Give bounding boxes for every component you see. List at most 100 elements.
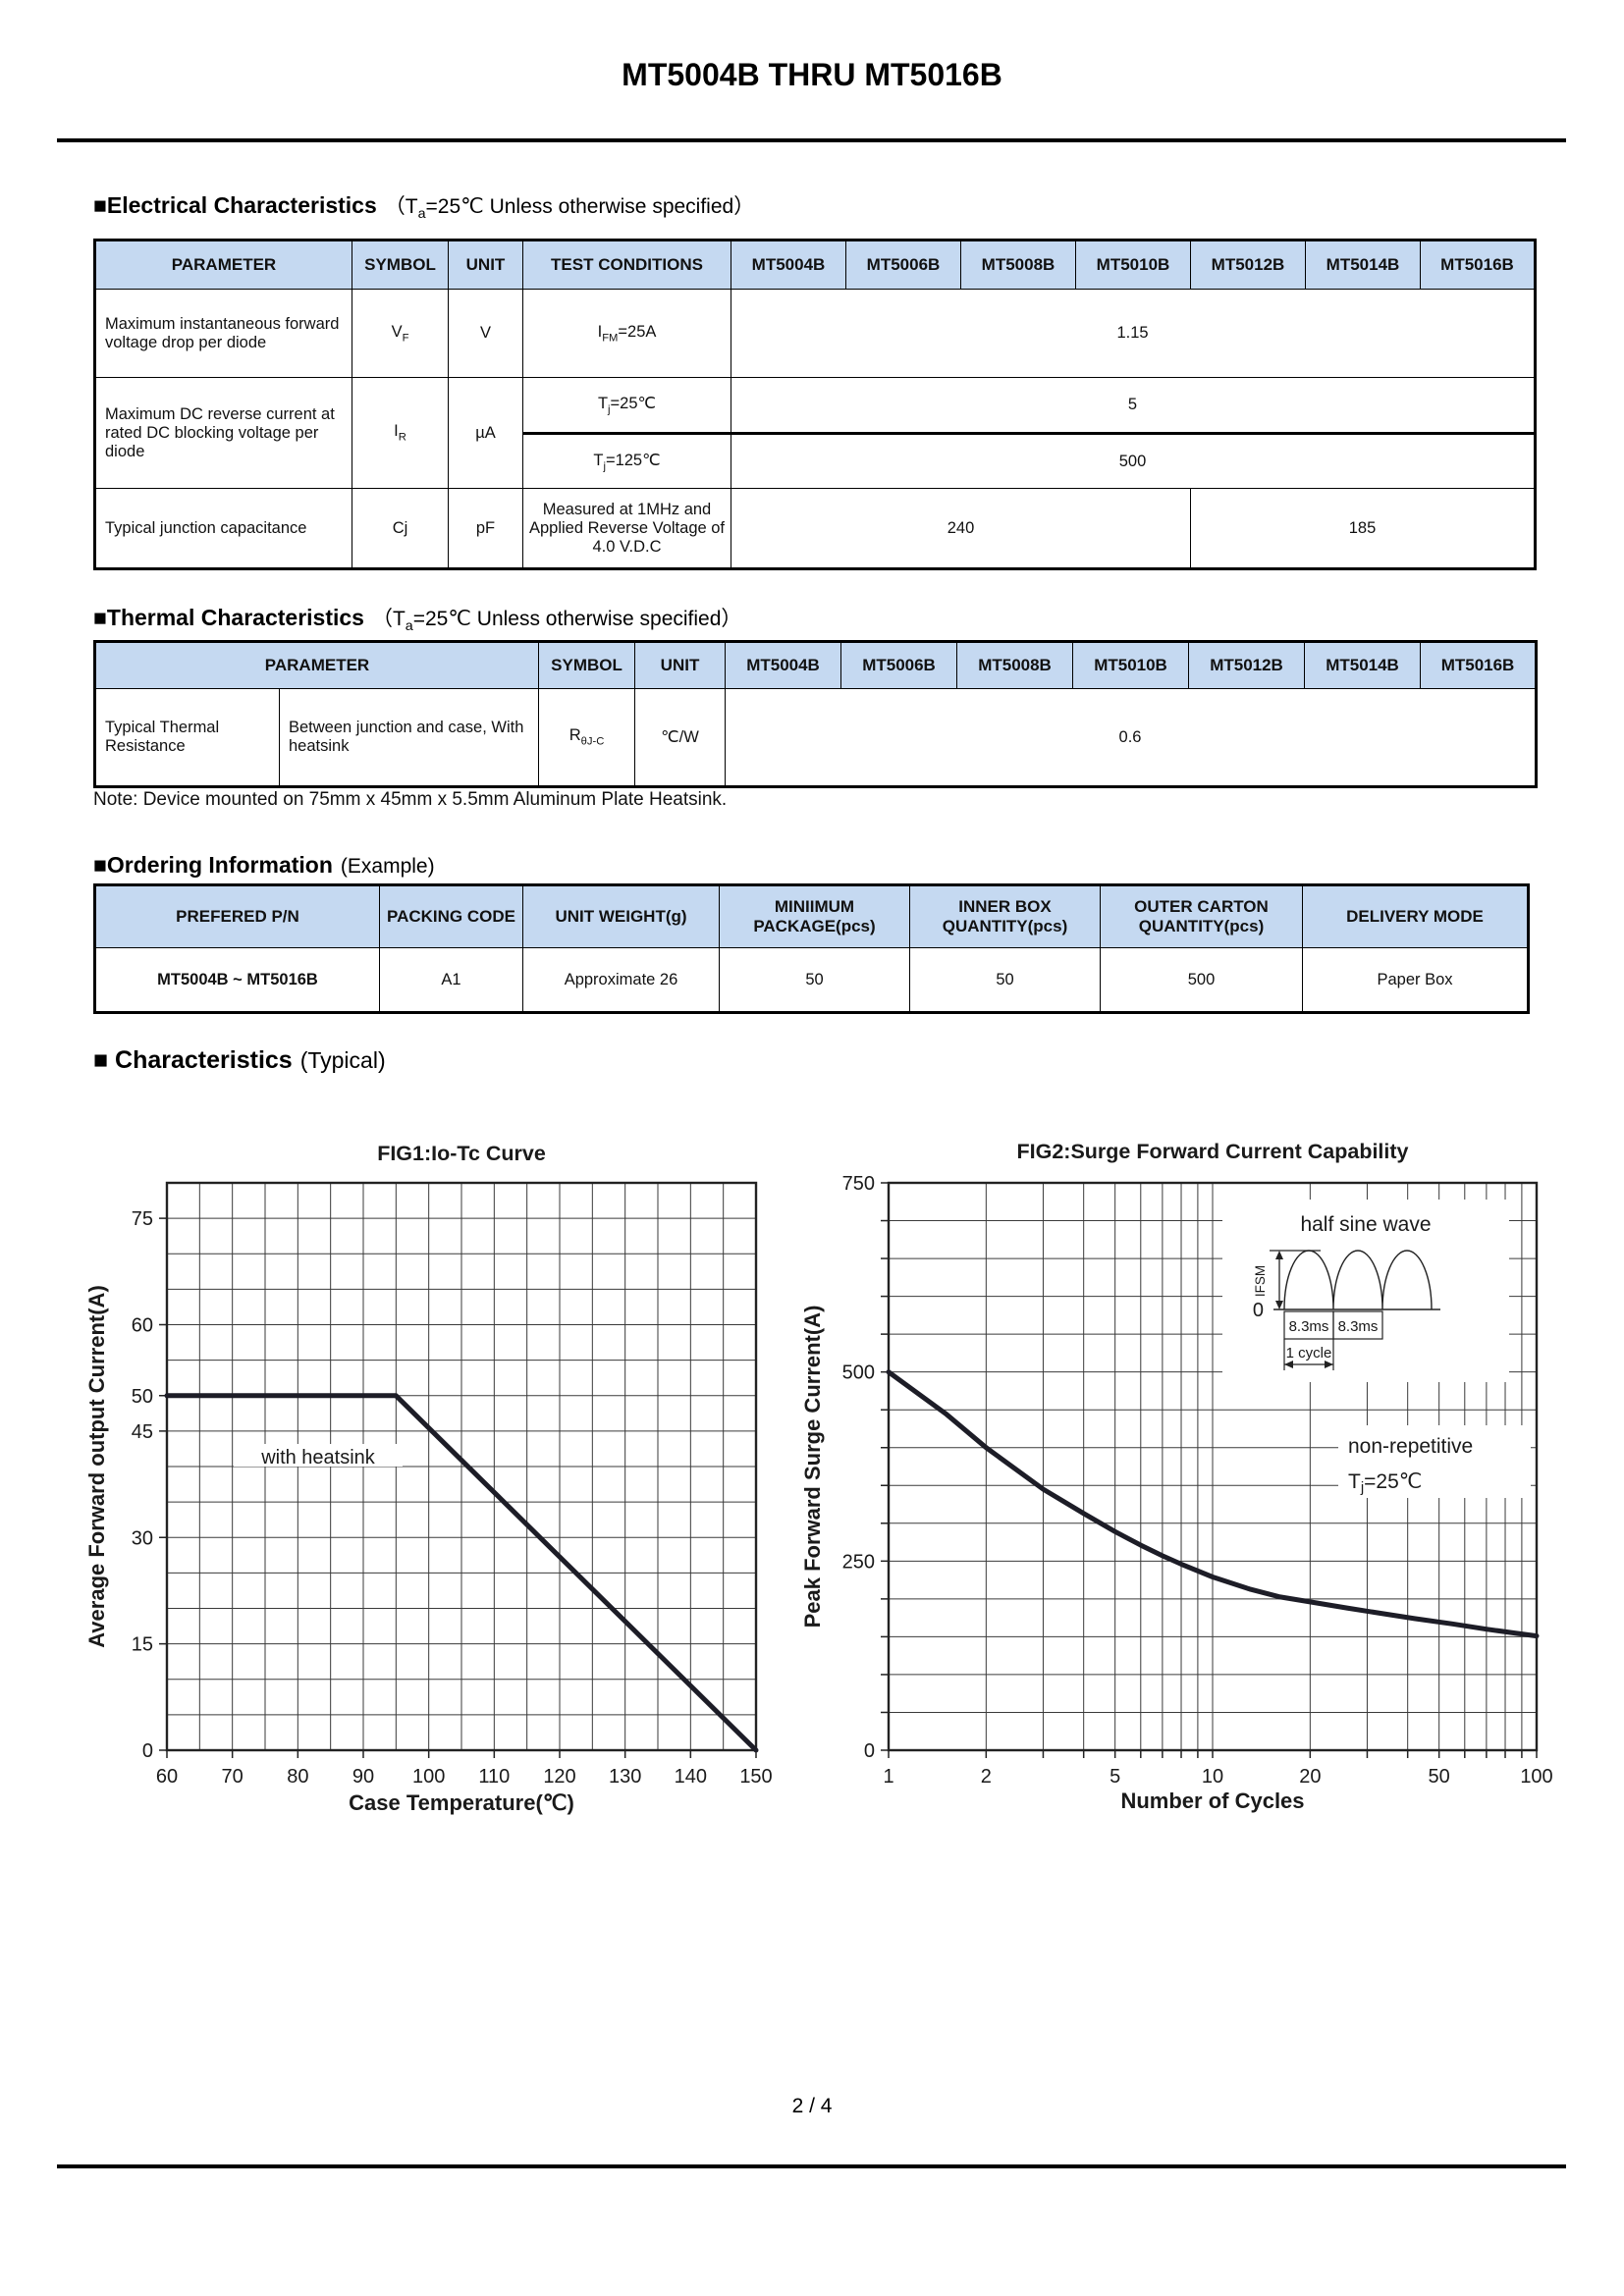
thermal-value: 0.6 (725, 688, 1538, 787)
ir-condition-125c: Tj=125℃ (522, 433, 731, 489)
fig2-surge-current-chart: FIG2:Surge Forward Current Capability 1 2… (800, 1140, 1553, 1813)
col-mt5006b: MT5006B (840, 641, 958, 689)
fig1-ytick-label: 45 (132, 1421, 153, 1443)
ir-unit: µA (448, 377, 523, 489)
characteristics-heading-note: (Typical) (299, 1047, 386, 1073)
col-mt5004b: MT5004B (731, 240, 846, 290)
col-mt5010b: MT5010B (1075, 240, 1191, 290)
col-mt5016b: MT5016B (1420, 641, 1538, 689)
col-unit: UNIT (448, 240, 523, 290)
cj-parameter: Typical junction capacitance (94, 488, 352, 569)
cj-unit: pF (448, 488, 523, 569)
vf-value: 1.15 (731, 289, 1536, 378)
ir-value-25c: 5 (731, 377, 1536, 435)
ordering-minimum-package: 50 (719, 947, 910, 1013)
fig1-title: FIG1:Io-Tc Curve (377, 1142, 546, 1165)
inset-ifsm-label: IFSM (1253, 1265, 1268, 1297)
col-inner-box-qty: INNER BOX QUANTITY(pcs) (909, 884, 1101, 948)
ir-parameter: Maximum DC reverse current at rated DC b… (94, 377, 352, 489)
fig1-xtick-label: 120 (543, 1766, 575, 1788)
interval1-label: 8.3ms (1289, 1318, 1329, 1335)
col-mt5014b: MT5014B (1305, 240, 1421, 290)
thermal-section-heading: ■Thermal Characteristics （Ta=25℃ Unless o… (93, 603, 741, 634)
fig2-xtick-label: 5 (1110, 1766, 1120, 1788)
fig1-xtick-label: 70 (222, 1766, 244, 1788)
ir-symbol: IR (352, 377, 449, 489)
col-unit: UNIT (634, 641, 727, 689)
thermal-heading-text: ■Thermal Characteristics (93, 605, 364, 630)
fig1-xtick-label: 150 (739, 1766, 772, 1788)
fig1-curve (164, 1393, 759, 1753)
page-number: 2 / 4 (791, 2095, 833, 2117)
title-divider (57, 138, 1566, 142)
ordering-heading-note: (Example) (340, 855, 435, 878)
fig1-ytick-label: 15 (132, 1634, 153, 1656)
col-mt5010b: MT5010B (1072, 641, 1190, 689)
footer-divider (57, 2164, 1566, 2168)
col-mt5008b: MT5008B (956, 641, 1074, 689)
tj-condition-label: Tj=25℃ (1348, 1470, 1422, 1496)
fig2-ytick-label: 0 (864, 1740, 875, 1762)
fig2-xlabel: Number of Cycles (1120, 1789, 1304, 1813)
col-mt5016b: MT5016B (1420, 240, 1536, 290)
fig2-xtick-label: 50 (1429, 1766, 1450, 1788)
col-delivery-mode: DELIVERY MODE (1302, 884, 1529, 948)
fig1-xtick-label: 140 (675, 1766, 707, 1788)
fig1-xtick-label: 60 (156, 1766, 178, 1788)
electrical-section-heading: ■Electrical Characteristics （Ta=25℃ Unles… (93, 190, 754, 222)
fig1-ytick-label: 0 (142, 1740, 153, 1762)
ordering-packing-code: A1 (379, 947, 523, 1013)
fig2-curve (886, 1369, 1540, 1639)
cj-symbol: Cj (352, 488, 449, 569)
cj-value-low: 240 (731, 488, 1191, 569)
ordering-pn: MT5004B ~ MT5016B (94, 947, 380, 1013)
col-outer-carton-qty: OUTER CARTON QUANTITY(pcs) (1100, 884, 1303, 948)
thermal-symbol: RθJ-C (538, 688, 636, 787)
fig1-ytick-label: 30 (132, 1527, 153, 1549)
col-mt5006b: MT5006B (845, 240, 961, 290)
col-test-conditions: TEST CONDITIONS (522, 240, 731, 290)
heatsink-note: Note: Device mounted on 75mm x 45mm x 5.… (93, 789, 728, 810)
fig2-plot-border (887, 1181, 1539, 1752)
vf-condition: IFM=25A (522, 289, 731, 378)
thermal-parameter: Typical Thermal Resistance (94, 688, 280, 787)
ir-value-125c: 500 (731, 433, 1536, 489)
thermal-unit: ℃/W (634, 688, 727, 787)
col-parameter: PARAMETER (94, 240, 352, 290)
ordering-heading-text: ■Ordering Information (93, 852, 333, 878)
interval2-box (1332, 1310, 1383, 1340)
col-mt5012b: MT5012B (1190, 240, 1306, 290)
fig2-xtick-label: 10 (1202, 1766, 1223, 1788)
table-row: Typical Thermal Resistance Between junct… (94, 688, 1538, 787)
col-symbol: SYMBOL (538, 641, 636, 689)
ordering-unit-weight: Approximate 26 (522, 947, 720, 1013)
fig2-xtick-label: 20 (1299, 1766, 1321, 1788)
inset-background (1222, 1200, 1509, 1382)
characteristics-heading-text: ■ Characteristics (93, 1046, 293, 1074)
fig2-xtick-label: 2 (981, 1766, 992, 1788)
fig1-annotation-bg (234, 1444, 403, 1467)
fig2-title: FIG2:Surge Forward Current Capability (1017, 1140, 1409, 1163)
table-row: Maximum DC reverse current at rated DC b… (94, 377, 1536, 489)
fig1-xtick-label: 110 (478, 1766, 510, 1788)
fig2-xtick-label: 100 (1520, 1766, 1552, 1788)
cj-condition: Measured at 1MHz and Applied Reverse Vol… (522, 488, 731, 569)
cj-value-high: 185 (1190, 488, 1536, 569)
ir-condition-25c: Tj=25℃ (522, 377, 731, 435)
fig1-ytick-label: 50 (132, 1386, 153, 1408)
col-packing-code: PACKING CODE (379, 884, 523, 948)
electrical-heading-text: ■Electrical Characteristics (93, 192, 377, 218)
fig1-ylabel: Average Forward output Current(A) (84, 1285, 109, 1648)
fig1-xtick-label: 100 (412, 1766, 445, 1788)
fig1-xtick-label: 80 (287, 1766, 308, 1788)
col-minimum-package: MINIIMUM PACKAGE(pcs) (719, 884, 910, 948)
ordering-information-table: PREFERED P/N PACKING CODE UNIT WEIGHT(g)… (93, 883, 1530, 1014)
vf-parameter: Maximum instantaneous forward voltage dr… (94, 289, 352, 378)
interval2-label: 8.3ms (1338, 1318, 1379, 1335)
table-row: Tj=125℃ 500 (95, 433, 1536, 489)
thermal-characteristics-table: PARAMETER SYMBOL UNIT MT5004B MT5006B MT… (93, 640, 1539, 788)
non-repetitive-label: non-repetitive (1348, 1435, 1473, 1458)
table-row: Maximum instantaneous forward voltage dr… (94, 289, 1536, 378)
vf-symbol: VF (352, 289, 449, 378)
col-symbol: SYMBOL (352, 240, 449, 290)
